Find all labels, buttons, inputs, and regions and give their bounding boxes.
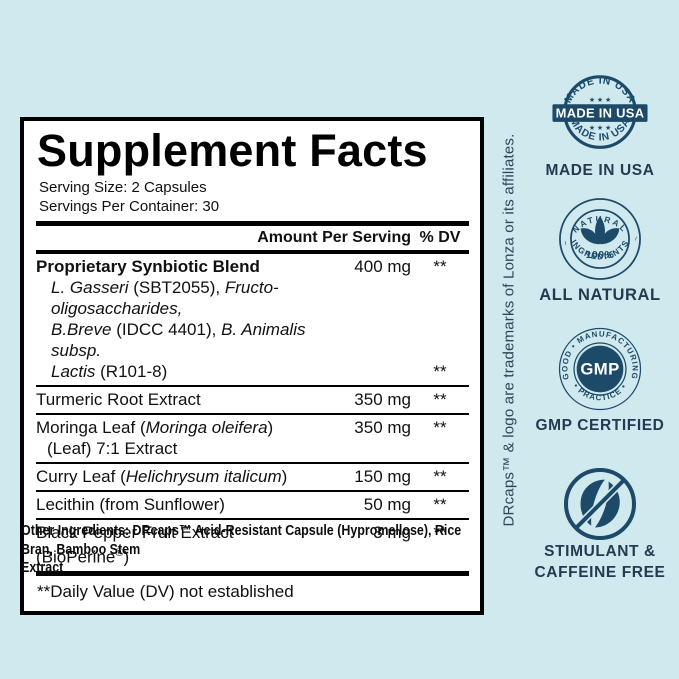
svg-text:GMP: GMP	[580, 360, 619, 379]
made-in-usa-caption: MADE IN USA	[545, 162, 655, 179]
ingredient-dv: **	[433, 467, 447, 486]
serving-size: Serving Size: 2 Capsules	[39, 179, 207, 196]
ingredient-dv: **	[433, 418, 447, 437]
blend-species-line: B.Breve (IDCC 4401), B. Animalis subsp.	[51, 320, 306, 360]
ingredient-amount: 400 mg	[354, 257, 411, 276]
supplement-facts-panel: Supplement Facts Serving Size: 2 Capsule…	[20, 117, 484, 615]
side-tilde: ~	[631, 235, 641, 242]
servings-per-container: Servings Per Container: 30	[39, 198, 220, 215]
blend-species-line: Lactis (R101-8)	[51, 362, 168, 381]
daily-value-footnote: **Daily Value (DV) not established	[36, 570, 469, 611]
other-ingredients: Other Ingredients: DRcaps™ Acid-Resistan…	[21, 523, 462, 576]
trademark-note: DRcaps™ & logo are trademarks of Lonza o…	[500, 133, 518, 527]
divider-thick	[36, 221, 469, 226]
stars-top: ★ ★ ★	[589, 96, 611, 104]
ingredient-amount: 150 mg	[354, 467, 411, 486]
made-in-usa-stamp-icon: MADE IN USA ★ ★ ★ MADE IN USA ★ ★ ★ MADE…	[552, 75, 648, 149]
gmp-certified-caption: GMP CERTIFIED	[535, 417, 665, 434]
ingredient-dv: **	[433, 523, 447, 542]
ingredient-name: Turmeric Root Extract	[36, 390, 201, 409]
ingredient-amount: 350 mg	[354, 390, 411, 409]
ingredient-name: Lecithin (from Sunflower)	[36, 495, 225, 514]
column-header-row: Amount Per Serving % DV	[36, 226, 469, 250]
side-tilde: ~	[560, 240, 570, 247]
ingredient-row-black-pepper: Black Pepper Fruit Extract (BioPerine®) …	[36, 518, 469, 571]
amount-per-serving-header: Amount Per Serving	[257, 229, 411, 246]
ingredient-amount: 3 mg	[373, 523, 411, 542]
all-natural-seal-icon: NATURAL INGREDIENTS ~ ~ 100%	[559, 198, 641, 280]
stars-bottom: ★ ★ ★	[589, 124, 611, 132]
ingredient-name: Curry Leaf (Helichrysum italicum)	[36, 467, 288, 486]
divider-thick	[36, 250, 469, 254]
ingredient-row-curry-leaf: Curry Leaf (Helichrysum italicum) 150 mg…	[36, 462, 469, 490]
banner-text: MADE IN USA	[556, 106, 645, 121]
ingredient-amount: 350 mg	[354, 418, 411, 437]
supplement-facts-title: Supplement Facts	[37, 125, 428, 176]
leaf-icon	[580, 216, 620, 245]
stimulant-free-caption: STIMULANT & CAFFEINE FREE	[534, 543, 666, 581]
ingredient-name: Moringa Leaf (Moringa oleifera) (Leaf) 7…	[36, 418, 274, 458]
ingredient-dv: **	[433, 495, 447, 514]
ingredient-amount: 50 mg	[363, 495, 411, 514]
blend-species-line: L. Gasseri (SBT2055), Fructo-oligosaccha…	[51, 278, 279, 318]
ingredient-row-lecithin: Lecithin (from Sunflower) 50 mg **	[36, 490, 469, 518]
ingredient-name: Proprietary Synbiotic Blend L. Gasseri (…	[36, 256, 331, 382]
svg-text:100%: 100%	[586, 249, 615, 261]
ingredient-dv: **	[433, 390, 447, 409]
ingredient-dv: ** **	[433, 257, 447, 381]
ingredient-row-synbiotic-blend: Proprietary Synbiotic Blend L. Gasseri (…	[36, 254, 469, 385]
no-caffeine-icon	[564, 468, 636, 540]
ingredient-row-moringa: Moringa Leaf (Moringa oleifera) (Leaf) 7…	[36, 413, 469, 462]
ingredient-name: Black Pepper Fruit Extract (BioPerine®)	[36, 523, 234, 567]
gmp-seal-icon: GOOD • MANUFACTURING • PRACTICE • GMP	[558, 327, 642, 411]
all-natural-caption: ALL NATURAL	[539, 286, 661, 304]
ingredient-row-turmeric: Turmeric Root Extract 350 mg **	[36, 385, 469, 413]
percent-dv-header: % DV	[419, 229, 461, 246]
